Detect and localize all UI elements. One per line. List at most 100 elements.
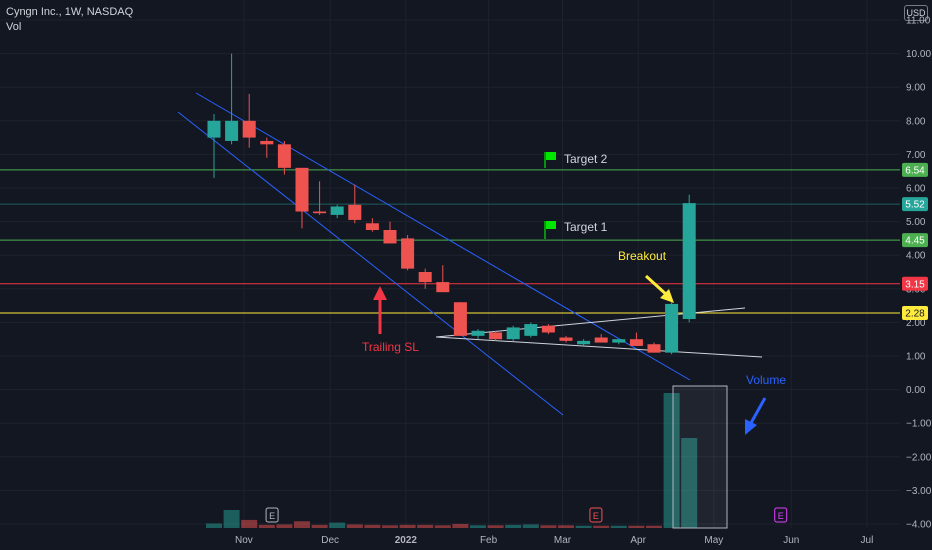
candle	[436, 265, 450, 293]
currency-button[interactable]: USD	[904, 5, 928, 21]
volume-bar	[487, 525, 504, 528]
candle	[225, 53, 239, 145]
channel-lower-line[interactable]	[177, 111, 564, 416]
svg-text:E: E	[778, 511, 784, 521]
price-tick-label: 11.00	[906, 16, 931, 27]
volume-label[interactable]: Volume	[746, 373, 786, 387]
target-1-label[interactable]: Target 1	[564, 220, 608, 234]
triangle-lower-line[interactable]	[435, 336, 763, 358]
time-tick-label: Nov	[235, 535, 253, 546]
price-tag-target: 6.54	[902, 162, 928, 177]
price-tick-label: 7.00	[906, 150, 926, 161]
volume-bar	[276, 524, 293, 528]
candle	[365, 218, 379, 232]
volume-bar	[663, 393, 680, 528]
volume-bar	[223, 510, 240, 528]
candle	[647, 342, 661, 353]
svg-text:3.15: 3.15	[905, 279, 925, 290]
candlesticks	[207, 53, 696, 355]
price-tick-label: −2.00	[906, 452, 932, 463]
price-tick-label: 6.00	[906, 184, 926, 195]
price-axis[interactable]: 11.0010.009.008.007.006.005.004.003.002.…	[906, 16, 932, 531]
candle	[541, 324, 555, 335]
price-tick-label: 0.00	[906, 385, 926, 396]
price-tick-label: −4.00	[906, 520, 932, 531]
price-tick-label: 10.00	[906, 49, 931, 60]
volume-bar	[258, 524, 275, 528]
svg-text:6.54: 6.54	[905, 165, 925, 176]
volume-bar	[329, 522, 346, 528]
breakout-label[interactable]: Breakout	[618, 249, 667, 263]
volume-bar	[681, 438, 698, 528]
volume-bar	[575, 525, 592, 528]
time-tick-label: Apr	[630, 535, 646, 546]
time-axis[interactable]: Nov Dec 2022 Feb Mar Apr May Jun Jul	[235, 535, 873, 546]
trailing-sl-label[interactable]: Trailing SL	[362, 340, 419, 354]
trailing-sl-arrow-icon	[373, 286, 387, 334]
candle	[295, 167, 309, 229]
candle	[260, 137, 274, 158]
flag-icon	[544, 152, 556, 168]
volume-bar	[206, 523, 222, 528]
candle	[207, 114, 221, 178]
volume-bar	[470, 525, 486, 528]
price-tick-label: −3.00	[906, 486, 932, 497]
volume-bar	[610, 525, 627, 528]
volume-bar	[399, 524, 416, 528]
volume-bar	[311, 524, 328, 528]
volume-indicator-label[interactable]: Vol	[6, 21, 22, 33]
candle	[612, 339, 626, 345]
candle	[629, 332, 643, 346]
volume-bar	[434, 525, 451, 528]
candle	[489, 330, 503, 341]
svg-text:E: E	[269, 511, 275, 521]
time-tick-label: May	[704, 535, 723, 546]
volume-bar	[522, 524, 539, 528]
earnings-marker-icon[interactable]: E	[589, 507, 603, 523]
volume-bar	[593, 525, 610, 528]
earnings-marker-icon[interactable]: E	[265, 507, 279, 523]
volume-bar	[646, 525, 662, 528]
volume-bar	[628, 525, 645, 528]
horizontal-levels[interactable]	[0, 169, 900, 314]
svg-text:5.52: 5.52	[905, 200, 925, 211]
earnings-marker-icon[interactable]: E	[774, 507, 788, 523]
price-tick-label: 4.00	[906, 251, 926, 262]
price-tick-label: 1.00	[906, 352, 926, 363]
volume-bar	[241, 519, 258, 528]
candle	[277, 140, 291, 175]
time-tick-label: Jul	[861, 535, 874, 546]
time-tick-label: Feb	[480, 535, 498, 546]
target-2-label[interactable]: Target 2	[564, 152, 608, 166]
price-tag-entry: 2.28	[902, 305, 928, 320]
time-tick-label: Mar	[554, 535, 572, 546]
candle	[559, 335, 573, 343]
flag-icon	[544, 221, 556, 239]
volume-bar	[364, 524, 381, 528]
volume-highlight-box[interactable]	[672, 385, 728, 529]
price-tag-last: 5.52	[902, 197, 928, 212]
chart-title: Cyngn Inc., 1W, NASDAQ	[6, 6, 134, 18]
price-tags: 6.54 5.52 4.45 3.15 2.28	[902, 162, 928, 320]
candle	[313, 181, 327, 215]
volume-bar	[558, 525, 574, 528]
price-tag-stop: 3.15	[902, 276, 928, 291]
time-tick-label: 2022	[395, 535, 418, 546]
svg-text:4.45: 4.45	[905, 236, 925, 247]
candle	[242, 93, 256, 148]
candle	[524, 322, 538, 338]
price-tag-target: 4.45	[902, 233, 928, 248]
time-tick-label: Dec	[321, 535, 339, 546]
svg-text:E: E	[593, 511, 599, 521]
volume-bar	[540, 525, 557, 528]
breakout-arrow-icon	[644, 274, 674, 303]
candle	[665, 302, 679, 355]
channel-upper-line[interactable]	[195, 92, 691, 381]
price-tick-label: 8.00	[906, 116, 926, 127]
svg-text:2.28: 2.28	[905, 308, 925, 319]
price-tick-label: 2.00	[906, 318, 926, 329]
price-tick-label: 9.00	[906, 83, 926, 94]
candle	[348, 184, 362, 224]
